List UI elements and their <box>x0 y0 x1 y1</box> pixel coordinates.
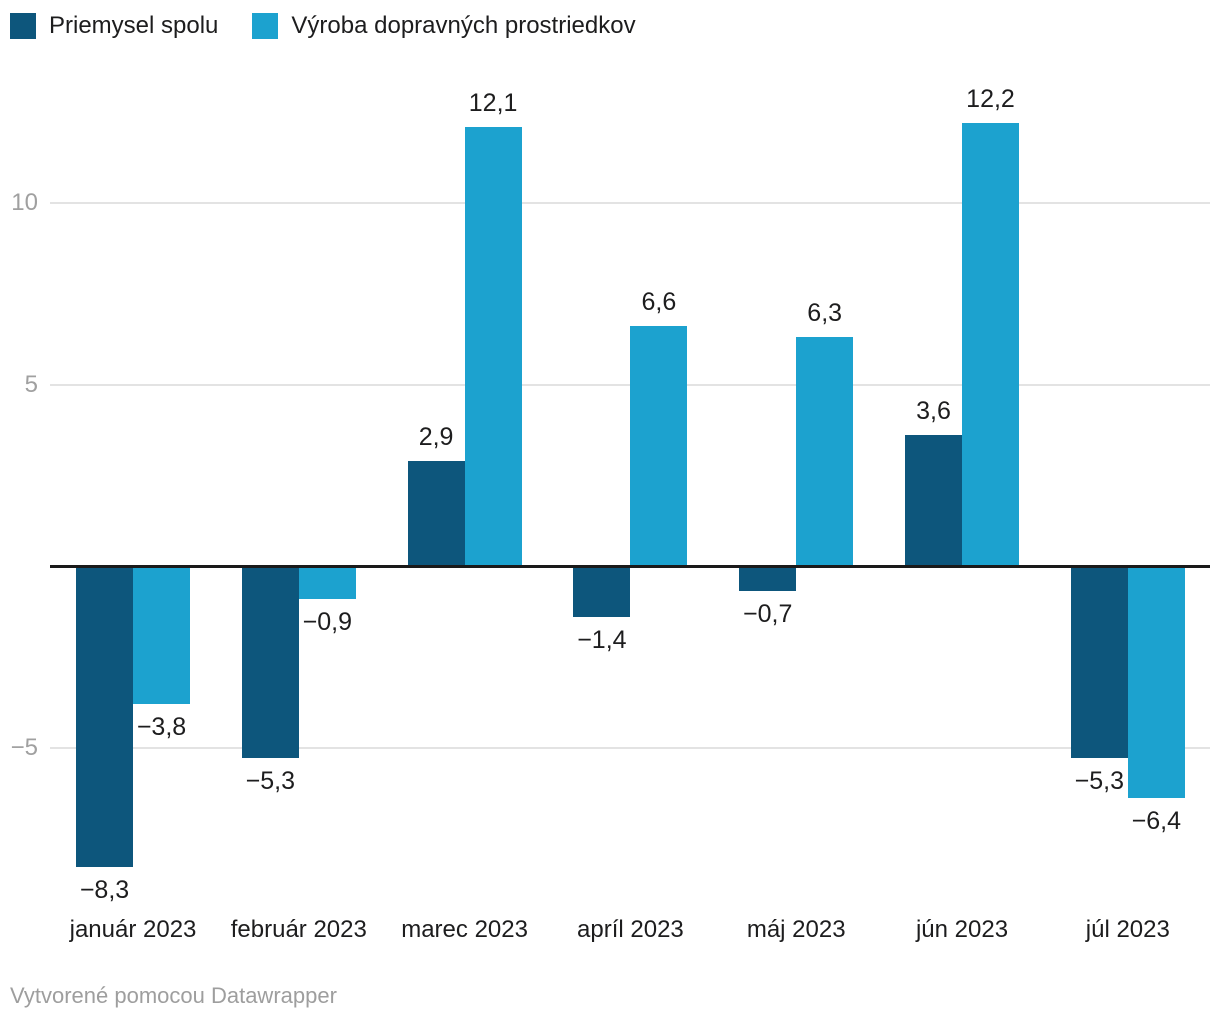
y-axis-tick-5: 5 <box>24 370 38 398</box>
legend: Priemysel spolu Výroba dopravných prostr… <box>10 12 636 40</box>
bar-júl-2023-series-0 <box>1070 566 1128 759</box>
legend-label-vyroba-dopravnych-prostriedkov: Výroba dopravných prostriedkov <box>291 12 636 39</box>
y-axis-tick-10: 10 <box>11 189 38 216</box>
bar-jún-2023-series-0 <box>905 435 962 566</box>
legend-swatch-dark-blue-icon <box>10 13 36 39</box>
value-label-január-2023-series-0: −8,3 <box>79 876 130 905</box>
gridline-10 <box>50 202 1210 204</box>
value-label-júl-2023-series-1: −6,4 <box>1131 807 1181 836</box>
value-label-apríl-2023-series-0: −1,4 <box>577 625 627 654</box>
x-axis-label-máj-2023: máj 2023 <box>746 916 846 943</box>
legend-label-priemysel-spolu: Priemysel spolu <box>49 12 219 39</box>
x-axis-label-február-2023: február 2023 <box>230 916 367 943</box>
bar-máj-2023-series-1 <box>796 337 854 566</box>
bar-apríl-2023-series-1 <box>630 326 688 566</box>
datawrapper-attribution-link[interactable]: Vytvorené pomocou Datawrapper <box>10 983 337 1008</box>
gridline-−5 <box>50 746 1210 749</box>
bar-apríl-2023-series-0 <box>573 566 631 617</box>
bar-január-2023-series-1 <box>133 566 190 704</box>
value-label-január-2023-series-1: −3,8 <box>136 712 187 741</box>
legend-item-priemysel-spolu: Priemysel spolu <box>10 12 218 40</box>
y-axis-tick-−5: −5 <box>10 733 38 761</box>
bar-február-2023-series-0 <box>241 566 299 759</box>
x-axis-label-marec-2023: marec 2023 <box>401 916 528 943</box>
zero-baseline <box>50 565 1210 568</box>
legend-swatch-light-blue-icon <box>252 13 279 39</box>
x-axis-label-jún-2023: jún 2023 <box>915 916 1009 943</box>
bar-marec-2023-series-0 <box>407 460 465 566</box>
value-label-máj-2023-series-1: 6,3 <box>807 299 843 328</box>
bar-január-2023-series-0 <box>76 566 133 868</box>
bar-júl-2023-series-1 <box>1127 566 1185 799</box>
x-axis-label-júl-2023: júl 2023 <box>1085 916 1170 943</box>
value-label-apríl-2023-series-1: 6,6 <box>641 288 677 317</box>
bar-marec-2023-series-1 <box>464 126 522 566</box>
legend-item-vyroba-dopravnych-prostriedkov: Výroba dopravných prostriedkov <box>252 12 636 40</box>
gridline-5 <box>50 383 1210 386</box>
value-label-február-2023-series-1: −0,9 <box>302 607 352 636</box>
x-axis-label-apríl-2023: apríl 2023 <box>577 916 684 943</box>
value-label-február-2023-series-0: −5,3 <box>245 767 295 796</box>
x-axis-label-január-2023: január 2023 <box>69 916 197 943</box>
value-label-máj-2023-series-0: −0,7 <box>743 600 793 629</box>
value-label-júl-2023-series-0: −5,3 <box>1074 767 1124 796</box>
value-label-jún-2023-series-1: 12,2 <box>966 84 1015 113</box>
bar-máj-2023-series-0 <box>739 566 797 592</box>
value-label-marec-2023-series-1: 12,1 <box>468 88 518 117</box>
value-label-jún-2023-series-0: 3,6 <box>916 397 951 426</box>
bar-jún-2023-series-1 <box>962 123 1019 566</box>
bar-február-2023-series-1 <box>298 566 356 599</box>
value-label-marec-2023-series-0: 2,9 <box>418 422 454 451</box>
